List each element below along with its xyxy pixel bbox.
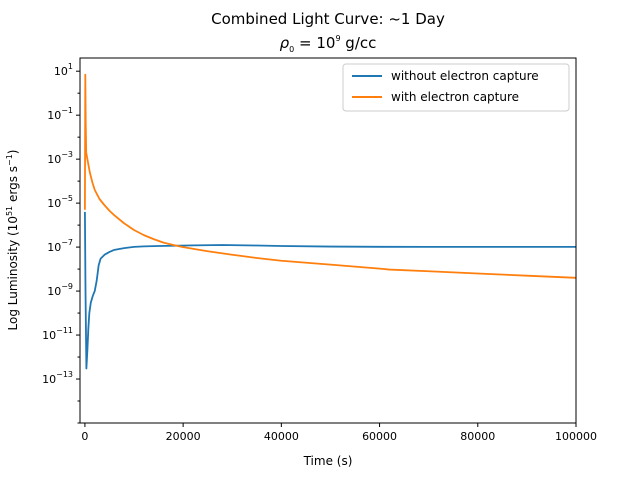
series-layer [84,73,576,370]
y-tick-label: 10−9 [47,282,73,298]
chart-subtitle: ρ0 = 109 g/cc [280,34,377,54]
chart-title: Combined Light Curve: ~1 Day [211,10,445,28]
y-tick-label: 101 [54,62,73,78]
y-tick-label: 10−1 [47,106,73,122]
y-axis: 101 10−1 10−3 10−5 10−7 10−9 10−11 10−13 [42,62,80,424]
legend: without electron capture with electron c… [342,63,570,112]
x-tick-label: 80000 [460,430,495,443]
y-tick-label: 10−13 [42,370,73,386]
series-line-1 [84,73,576,279]
legend-box [342,63,570,112]
x-axis: 0 20000 40000 60000 80000 100000 [81,423,597,443]
legend-label: with electron capture [391,90,519,104]
x-tick-label: 0 [81,430,88,443]
x-tick-label: 100000 [555,430,597,443]
y-tick-label: 10−7 [47,238,73,254]
y-tick-label: 10−5 [47,194,73,210]
series-line-0 [84,211,576,370]
legend-label: without electron capture [391,69,539,83]
y-tick-label: 10−11 [42,326,73,342]
x-tick-label: 20000 [166,430,201,443]
y-tick-label: 10−3 [47,150,73,166]
y-axis-label: Log Luminosity (1051 ergs s−1) [5,150,20,331]
x-axis-label: Time (s) [303,454,353,468]
x-tick-label: 60000 [362,430,397,443]
x-tick-label: 40000 [264,430,299,443]
plot-frame [79,57,577,424]
